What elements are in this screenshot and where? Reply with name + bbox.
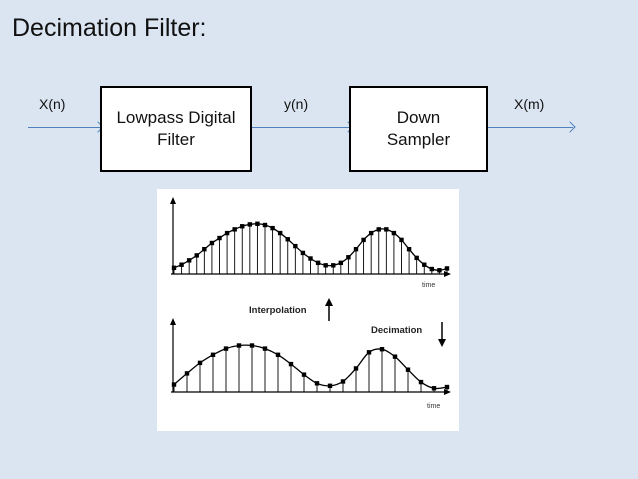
output-signal-label: X(m)	[514, 96, 545, 112]
down-sampler-label-line1: Down	[396, 108, 441, 127]
lowpass-filter-block: Lowpass Digital Filter	[100, 86, 252, 172]
top-sample-point	[391, 230, 397, 236]
sampling-illustration: time Interpolation Decimation time	[157, 189, 459, 431]
bottom-sample-point	[340, 379, 346, 384]
top-sample-point	[186, 258, 192, 263]
bottom-sample-point	[184, 371, 190, 376]
top-sample-point	[361, 237, 366, 243]
bottom-sample-point	[301, 372, 307, 377]
top-sample-point	[285, 237, 290, 242]
top-sample-point	[209, 240, 215, 246]
bottom-sample-point	[210, 352, 216, 357]
top-sample-point	[293, 243, 298, 249]
top-sample-point	[217, 235, 222, 241]
top-sample-point	[422, 262, 427, 267]
bottom-sample-point	[418, 379, 424, 385]
bottom-sample-point	[236, 343, 242, 348]
bottom-sample-point	[327, 383, 333, 388]
top-sample-point	[194, 253, 199, 258]
lowpass-filter-label-line2: Filter	[157, 130, 195, 149]
top-sample-point	[277, 230, 283, 236]
top-plot: time	[170, 197, 451, 289]
bottom-y-axis-arrowhead	[170, 318, 176, 325]
top-x-axis-arrowhead	[444, 271, 451, 277]
bottom-curve	[173, 344, 448, 390]
top-sample-point	[323, 263, 328, 268]
top-sample-point	[399, 237, 404, 243]
top-sample-point	[368, 230, 374, 236]
top-sample-point	[353, 247, 359, 252]
bottom-sample-point	[405, 367, 411, 372]
top-sample-point	[437, 268, 442, 273]
down-sampler-block: Down Sampler	[349, 86, 488, 172]
top-sample-point	[338, 260, 344, 266]
bottom-sample-point	[197, 360, 203, 366]
decimation-label: Decimation	[371, 325, 422, 336]
bottom-sample-point	[431, 386, 437, 391]
bottom-sample-point	[379, 347, 385, 352]
bottom-sample-point	[171, 382, 177, 387]
top-sample-point	[376, 227, 381, 232]
top-sample-point	[331, 263, 336, 268]
top-sample-point	[346, 255, 351, 260]
bottom-sample-point	[366, 350, 372, 355]
top-sample-point	[224, 230, 230, 236]
decimation-arrow-icon	[438, 339, 446, 347]
top-sample-point	[384, 227, 389, 232]
top-sample-point	[414, 255, 419, 261]
top-sample-point	[171, 265, 177, 270]
top-sample-point	[315, 260, 321, 266]
top-sample-point	[202, 247, 207, 252]
top-sample-point	[179, 262, 184, 267]
bottom-sample-point	[223, 346, 229, 351]
top-sample-point	[270, 225, 275, 231]
bottom-x-axis-arrowhead	[444, 389, 451, 395]
bottom-sample-point	[288, 361, 294, 367]
top-time-label: time	[422, 282, 435, 289]
bottom-sample-point	[314, 381, 320, 386]
bottom-time-label: time	[427, 403, 440, 410]
bottom-sample-point	[353, 366, 359, 371]
top-sample-point	[240, 224, 245, 229]
top-sample-point	[262, 222, 268, 228]
top-sample-point	[255, 221, 260, 226]
lowpass-filter-label-line1: Lowpass Digital	[116, 108, 236, 127]
top-sample-point	[406, 247, 412, 252]
interpolation-label: Interpolation	[249, 305, 307, 316]
bottom-sample-point	[262, 346, 268, 351]
interpolation-arrow-icon	[325, 298, 333, 306]
top-sample-point	[300, 250, 306, 256]
top-sample-point	[232, 227, 237, 232]
top-sample-point	[308, 256, 313, 261]
down-sampler-label-line2: Sampler	[386, 130, 451, 149]
bottom-sample-point	[249, 343, 255, 348]
slide-title: Decimation Filter:	[12, 14, 207, 42]
middle-signal-label: y(n)	[284, 96, 309, 112]
top-y-axis-arrowhead	[170, 197, 176, 204]
input-arrow	[28, 127, 101, 128]
bottom-plot: time	[170, 318, 451, 410]
top-sample-point	[444, 266, 450, 271]
input-signal-label: X(n)	[39, 96, 66, 112]
bottom-sample-point	[444, 384, 450, 390]
bottom-sample-point	[275, 352, 281, 357]
output-arrow	[487, 127, 573, 128]
top-sample-point	[247, 222, 253, 227]
middle-arrow	[250, 127, 351, 128]
top-sample-point	[429, 266, 435, 272]
bottom-sample-point	[392, 354, 398, 359]
